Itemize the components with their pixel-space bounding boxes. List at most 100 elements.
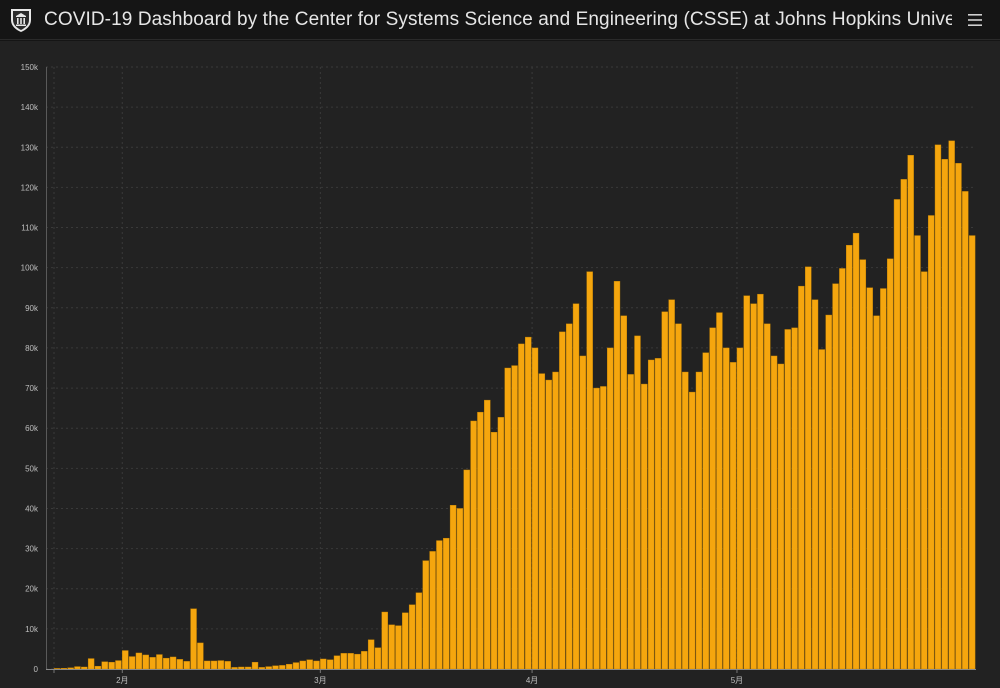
- bar[interactable]: [586, 271, 593, 670]
- bar[interactable]: [347, 653, 354, 670]
- bar[interactable]: [620, 315, 627, 670]
- bar[interactable]: [361, 651, 368, 670]
- bar[interactable]: [388, 624, 395, 670]
- bar[interactable]: [757, 293, 764, 670]
- bar[interactable]: [279, 665, 286, 670]
- bar[interactable]: [484, 399, 491, 670]
- bar[interactable]: [859, 259, 867, 670]
- bar[interactable]: [811, 299, 819, 670]
- bar[interactable]: [572, 303, 580, 670]
- bar[interactable]: [531, 347, 539, 670]
- bar[interactable]: [579, 355, 587, 670]
- bar[interactable]: [395, 625, 402, 670]
- bar[interactable]: [900, 179, 907, 670]
- bar[interactable]: [518, 343, 525, 670]
- bar[interactable]: [716, 312, 723, 670]
- bar[interactable]: [231, 667, 238, 670]
- bar[interactable]: [367, 639, 375, 670]
- bar[interactable]: [962, 191, 969, 670]
- bar[interactable]: [299, 660, 306, 670]
- bar[interactable]: [832, 283, 839, 670]
- bar[interactable]: [941, 159, 948, 670]
- bar[interactable]: [641, 383, 648, 670]
- bar[interactable]: [381, 611, 388, 670]
- bar[interactable]: [764, 323, 771, 670]
- bar[interactable]: [866, 287, 873, 670]
- bar[interactable]: [67, 667, 74, 670]
- bar[interactable]: [326, 659, 334, 670]
- bar[interactable]: [934, 144, 942, 670]
- bar[interactable]: [538, 373, 546, 670]
- bar[interactable]: [661, 311, 668, 670]
- bar[interactable]: [647, 359, 655, 670]
- bar[interactable]: [101, 661, 108, 670]
- bar[interactable]: [470, 420, 477, 670]
- bar[interactable]: [204, 660, 211, 670]
- bar[interactable]: [122, 650, 129, 670]
- bar[interactable]: [770, 355, 778, 670]
- bar[interactable]: [702, 352, 709, 670]
- bar[interactable]: [688, 391, 696, 670]
- bar[interactable]: [914, 235, 921, 670]
- bar[interactable]: [245, 666, 252, 670]
- bar[interactable]: [504, 367, 511, 670]
- bar[interactable]: [429, 551, 436, 670]
- bar[interactable]: [87, 658, 95, 670]
- bar[interactable]: [613, 281, 621, 670]
- bar[interactable]: [292, 662, 300, 670]
- bar[interactable]: [74, 666, 81, 670]
- bar[interactable]: [142, 654, 149, 670]
- bar[interactable]: [654, 358, 662, 670]
- bar[interactable]: [128, 656, 136, 670]
- bar[interactable]: [566, 323, 573, 670]
- bar[interactable]: [456, 508, 464, 670]
- bar[interactable]: [497, 417, 505, 670]
- bar[interactable]: [709, 327, 716, 670]
- bar[interactable]: [333, 655, 341, 670]
- bar[interactable]: [436, 540, 443, 670]
- bar[interactable]: [306, 659, 313, 670]
- bar[interactable]: [552, 371, 559, 670]
- bar[interactable]: [729, 362, 737, 670]
- bar[interactable]: [682, 371, 689, 670]
- bar[interactable]: [176, 659, 184, 670]
- bar[interactable]: [750, 303, 757, 670]
- bar[interactable]: [408, 604, 416, 670]
- bar[interactable]: [224, 661, 231, 670]
- bar[interactable]: [784, 329, 791, 670]
- bar[interactable]: [156, 654, 163, 670]
- bar[interactable]: [115, 660, 122, 670]
- bar[interactable]: [777, 363, 785, 670]
- bar[interactable]: [94, 665, 102, 670]
- bar[interactable]: [313, 660, 320, 670]
- bar[interactable]: [695, 371, 703, 670]
- bar[interactable]: [511, 365, 518, 670]
- bar[interactable]: [955, 163, 962, 670]
- bar[interactable]: [163, 657, 170, 670]
- bar[interactable]: [374, 647, 382, 670]
- bar[interactable]: [449, 505, 457, 670]
- bar[interactable]: [490, 432, 498, 670]
- bar[interactable]: [402, 612, 409, 670]
- bar[interactable]: [600, 386, 607, 670]
- bar[interactable]: [443, 537, 450, 670]
- bar[interactable]: [415, 592, 423, 670]
- bar[interactable]: [736, 347, 744, 670]
- bar[interactable]: [183, 661, 190, 670]
- bar[interactable]: [907, 155, 914, 670]
- bar[interactable]: [320, 658, 327, 670]
- bar[interactable]: [893, 199, 901, 670]
- bar[interactable]: [463, 469, 470, 670]
- bar[interactable]: [675, 323, 682, 670]
- bar[interactable]: [846, 244, 853, 670]
- bar[interactable]: [81, 666, 88, 670]
- bar[interactable]: [265, 666, 272, 670]
- bar[interactable]: [197, 642, 204, 670]
- bar[interactable]: [921, 271, 928, 670]
- bar[interactable]: [948, 140, 955, 670]
- bar[interactable]: [839, 268, 846, 670]
- bar[interactable]: [968, 235, 976, 670]
- bar[interactable]: [873, 315, 880, 670]
- bar[interactable]: [238, 666, 245, 670]
- bar[interactable]: [190, 608, 197, 670]
